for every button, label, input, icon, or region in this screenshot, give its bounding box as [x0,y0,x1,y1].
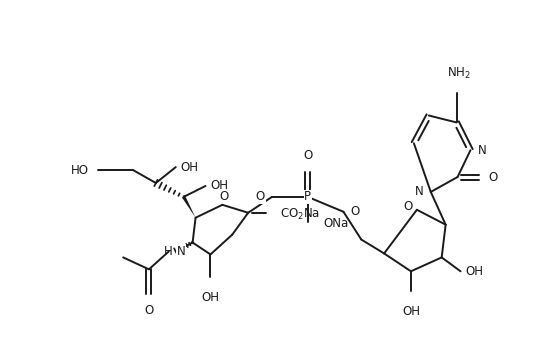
Text: O: O [220,190,229,203]
Text: O: O [404,200,413,213]
Text: N: N [478,144,486,157]
Text: ONa: ONa [324,217,349,230]
Polygon shape [182,196,196,218]
Text: N: N [177,245,185,258]
Text: O: O [303,149,312,162]
Text: O: O [256,190,265,203]
Text: O: O [488,171,498,184]
Text: NH$_2$: NH$_2$ [447,66,470,81]
Text: OH: OH [210,180,229,193]
Text: OH: OH [202,291,220,304]
Text: O: O [144,304,153,317]
Text: OH: OH [402,305,420,318]
Text: H: H [164,245,173,258]
Text: O: O [350,205,360,218]
Text: HO: HO [70,164,88,177]
Text: P: P [304,190,311,203]
Text: OH: OH [466,265,483,278]
Text: N: N [415,185,424,198]
Text: CO$_2$Na: CO$_2$Na [280,207,320,222]
Text: OH: OH [180,161,199,174]
